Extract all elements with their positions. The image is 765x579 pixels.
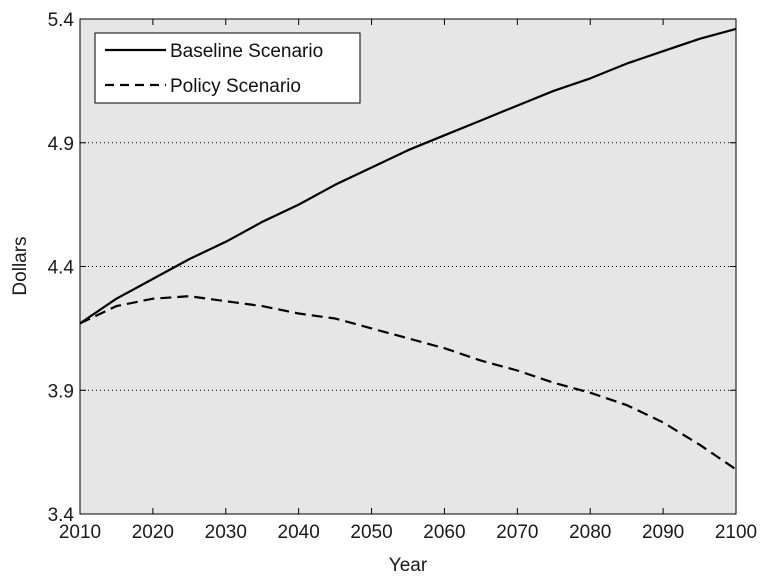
legend-label-policy: Policy Scenario	[170, 76, 301, 97]
y-axis: 3.4 3.9 4.4 4.9 5.4	[48, 10, 736, 526]
legend-label-baseline: Baseline Scenario	[170, 41, 323, 62]
y-axis-label: Dollars	[10, 236, 31, 295]
y-tick-label-1: 3.9	[48, 381, 74, 402]
x-tick-label-2: 2030	[205, 522, 247, 543]
x-tick-label-6: 2070	[496, 522, 538, 543]
x-tick-label-0: 2010	[59, 522, 101, 543]
x-axis: 2010 2020 2030 2040 2050 2060 2070 2080 2090 2100	[59, 19, 757, 543]
x-tick-label-1: 2020	[132, 522, 174, 543]
series-line-baseline	[79, 27, 737, 325]
series-line-policy	[79, 295, 737, 471]
y-tick-label-2: 4.4	[48, 258, 75, 279]
x-tick-label-7: 2080	[569, 522, 611, 543]
x-tick-label-5: 2060	[423, 522, 465, 543]
legend-box	[94, 32, 361, 104]
series-layer	[79, 27, 737, 471]
x-axis-label: Year	[389, 555, 428, 576]
y-tick-label-3: 4.9	[48, 134, 74, 155]
x-tick-label-8: 2090	[642, 522, 684, 543]
x-tick-label-4: 2050	[350, 522, 392, 543]
grid-lines	[80, 142, 736, 391]
y-tick-label-0: 3.4	[48, 505, 75, 526]
y-tick-label-4: 5.4	[48, 10, 75, 31]
legend: Baseline Scenario Policy Scenario	[94, 32, 361, 104]
x-tick-label-3: 2040	[278, 522, 320, 543]
x-tick-label-9: 2100	[715, 522, 757, 543]
